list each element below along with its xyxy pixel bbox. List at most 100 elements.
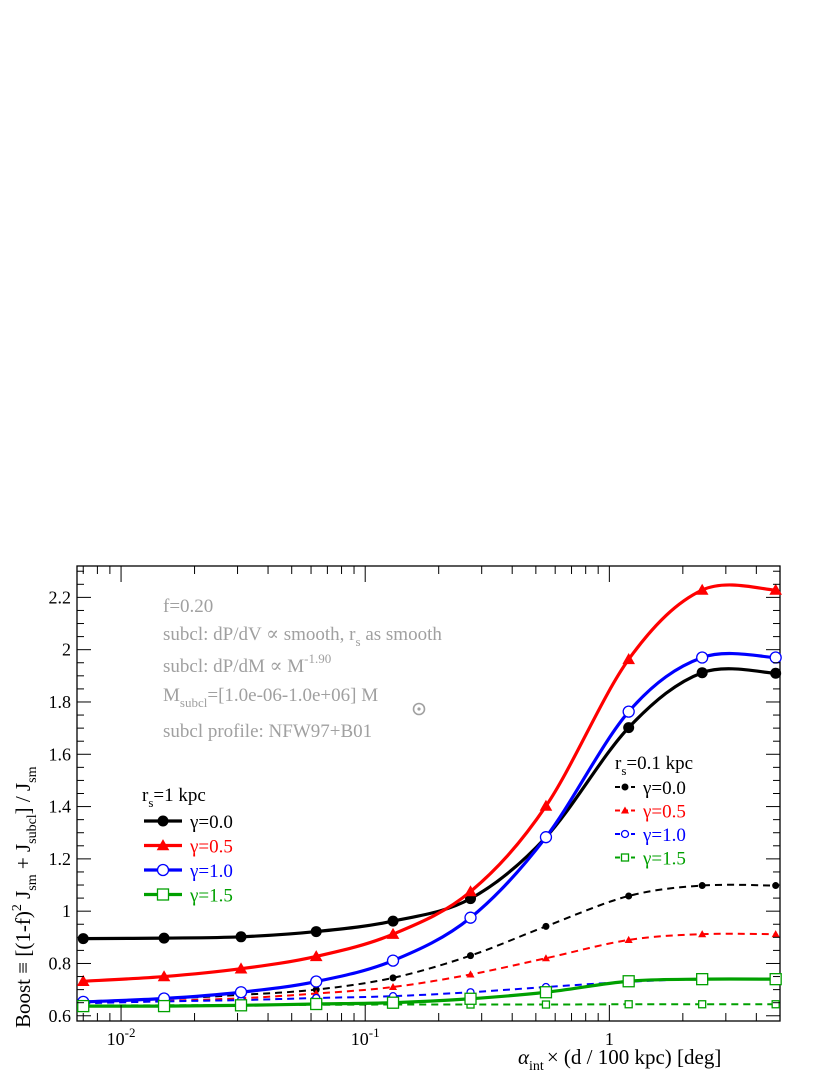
data-point [622,975,635,988]
data-point [698,882,706,890]
y-tick-label: 1.4 [49,797,72,817]
data-point [234,986,248,999]
data-point [158,932,170,944]
data-point [310,926,322,938]
x-tick-label: 1 [605,1029,614,1049]
data-point [310,997,323,1011]
legend-marker [157,815,169,827]
y-tick-label: 2.2 [49,587,72,607]
data-point [235,931,247,943]
data-point [696,973,709,986]
ticks-layer: 0.6 0.8 1 1.2 1.4 1.6 1.8 2 2.2 10-2 10-1 1 [49,566,781,1049]
legend-marker [620,853,630,862]
legend-item: γ=1.0 [144,861,233,882]
annotation-mass-function: subcl: dP/dM ∝ M-1.90 [163,651,331,677]
legend-marker [156,888,170,901]
series-line [83,977,776,1008]
legend-label: γ=1.5 [642,849,686,870]
y-axis-title: Boost ≡ [(1-f)2 Jsm + Jsubcl] / Jsm [10,766,40,1028]
data-point [387,915,399,927]
data-point [772,882,780,890]
legend-item: γ=1.5 [144,886,233,907]
data-point [541,1000,551,1009]
data-point [539,799,553,811]
legend-dashed-title: rs=0.1 kpc [615,753,693,778]
data-point [696,651,709,664]
x-tick-label: 10-1 [351,1025,380,1049]
legend-marker [620,829,630,839]
sun-symbol-icon [412,702,426,716]
data-point [466,970,475,978]
series-solid-0.5 [76,583,782,986]
data-point [539,831,553,844]
y-tick-label: 1.2 [49,849,72,869]
legend-dashed-items: γ=0.0 γ=0.5γ=1.0 γ=1.5 [615,778,686,870]
data-point [698,930,707,938]
data-point [625,892,633,900]
legend-label: γ=1.0 [642,825,686,846]
data-point [769,973,782,986]
legend-solid-title: rs=1 kpc [142,785,206,810]
data-point [769,583,782,595]
data-point [624,935,633,943]
data-point [309,950,323,962]
annotation-fraction: f=0.20 [163,596,213,617]
legend-marker [156,863,170,877]
legend-marker [156,839,170,851]
y-tick-label: 1 [62,901,71,921]
series-solid-1.0 [77,651,782,1009]
data-point [623,722,635,734]
legend-label: γ=0.5 [642,802,686,823]
legend-solid-items: γ=0.0 γ=0.5 γ=1.0 γ=1.5 [144,812,233,907]
data-point [464,992,477,1005]
legend-label: γ=1.5 [189,886,233,907]
data-point [77,933,89,945]
data-point [622,705,635,718]
series-line [83,651,776,1004]
data-point [388,982,398,991]
data-point [696,667,708,679]
y-tick-label: 1.6 [49,744,72,764]
series-line [83,932,776,1004]
annotation-mass-range: Msubcl=[1.0e-06-1.0e+06] M [163,685,378,710]
data-point [464,885,477,897]
y-tick-label: 0.8 [49,953,72,973]
annotation-profile: subcl profile: NFW97+B01 [163,721,372,742]
legend-item: γ=0.5 [615,802,686,823]
data-point [624,1000,633,1009]
data-point [76,974,90,986]
data-point [698,1000,707,1009]
annotation-block: f=0.20 subcl: dP/dV ∝ smooth, rs as smoo… [163,596,442,742]
legend-item: γ=0.5 [144,837,233,858]
data-point [234,999,248,1012]
data-point [77,999,90,1013]
y-tick-label: 1.8 [49,692,72,712]
data-point [386,996,400,1009]
data-point [695,583,709,595]
data-point [622,653,636,665]
legend-label: γ=1.0 [189,861,233,882]
y-tick-label: 2 [62,640,71,660]
series-layer [76,583,782,1013]
legend-solid: rs=1 kpc γ=0.0 γ=0.5 γ=1.0 γ=1.5 [142,785,233,907]
legend-dashed: rs=0.1 kpc γ=0.0 γ=0.5γ=1.0 γ=1.5 [615,753,693,870]
legend-item: γ=1.0 [615,825,686,846]
data-point [770,667,782,679]
x-tick-label: 10-2 [107,1025,136,1049]
data-point [389,974,397,982]
legend-label: γ=0.0 [642,778,686,799]
data-point [464,911,477,924]
y-tick-label: 0.6 [49,1006,72,1026]
data-point [386,954,400,967]
data-point [234,962,248,974]
legend-item: γ=1.5 [615,849,686,870]
series-solid-1.5 [77,973,782,1013]
data-point [467,952,475,960]
series-line [83,977,776,1005]
legend-label: γ=0.0 [189,812,233,833]
data-point [542,922,550,930]
x-axis-title: αint × (d / 100 kpc) [deg] [518,1045,721,1074]
data-point [386,927,400,939]
data-point [771,1000,780,1009]
legend-marker [621,783,629,791]
